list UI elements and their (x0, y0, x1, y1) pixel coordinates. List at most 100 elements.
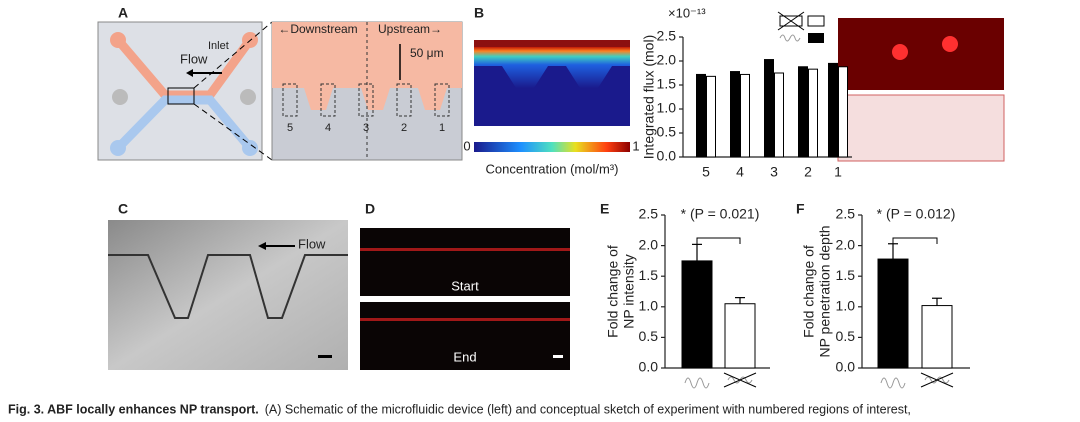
region-label: 1 (439, 122, 445, 134)
panel-d: D Start End (360, 201, 570, 370)
region-box (358, 83, 374, 117)
scale-bar (318, 355, 332, 358)
y-tick-label: 0.5 (836, 328, 856, 344)
port (110, 140, 126, 156)
region-box (434, 83, 450, 117)
zoom-box (167, 87, 195, 105)
x-tick-label: 2 (804, 164, 812, 180)
colorbar-min: 0 (463, 138, 470, 153)
region-box (320, 83, 336, 117)
panel-label: F (796, 201, 805, 217)
port (242, 140, 258, 156)
scale-label: 50 μm (410, 46, 444, 60)
region-label: 3 (363, 122, 369, 134)
category-icon (880, 377, 906, 389)
port (110, 32, 126, 48)
significance-bracket (892, 237, 938, 244)
panel-label: E (600, 201, 609, 217)
flow-arrow (258, 242, 266, 250)
bar (877, 258, 909, 369)
region-label: 5 (287, 122, 293, 134)
region-label: 2 (401, 122, 407, 134)
y-tick-label: 1.5 (836, 267, 856, 283)
channel-edge (360, 318, 570, 321)
y-tick-label: 0.5 (639, 328, 659, 344)
micrograph (360, 302, 570, 370)
region-box (282, 83, 298, 117)
micrograph (108, 220, 348, 370)
micrograph (837, 94, 1005, 162)
simulation-field (474, 46, 630, 88)
annotation: * (P = 0.021) (681, 206, 760, 222)
panel-b: B 0 1 Concentration (mol/m³) (463, 5, 1005, 176)
zoom-line (193, 21, 273, 89)
y-axis-label: NP intensity (621, 254, 637, 328)
y-tick-label: 2.5 (639, 206, 659, 222)
inlet-label: Inlet (208, 40, 229, 52)
y-tick-label: 1.0 (657, 100, 677, 116)
colorbar (474, 142, 630, 152)
caption-text: (A) Schematic of the microfluidic device… (265, 402, 911, 416)
annotation: * (P = 0.012) (877, 206, 956, 222)
colorbar-max: 1 (632, 138, 639, 153)
panel-label: C (118, 201, 128, 217)
micrograph-detail (942, 36, 958, 52)
category-icon (920, 372, 954, 388)
bar (921, 305, 953, 369)
bar (696, 73, 706, 158)
panel-c: C Flow (108, 201, 348, 370)
legend-swatch (808, 33, 824, 43)
y-axis-label: NP penetration depth (817, 225, 833, 357)
panel-label: B (474, 5, 484, 21)
y-tick-label: 0.0 (639, 359, 659, 375)
bar (681, 260, 713, 369)
flow-label: Flow (180, 51, 208, 66)
y-tick-label: 2.0 (657, 52, 677, 68)
y-tick-label: 1.0 (836, 298, 856, 314)
bar (828, 62, 838, 158)
axis-scale: ×10⁻¹³ (668, 5, 706, 20)
category-icon (684, 377, 710, 389)
region-box (396, 83, 412, 117)
bar (838, 66, 848, 158)
bar (740, 73, 750, 158)
channel-top (114, 37, 254, 100)
flow-arrow (186, 69, 193, 77)
x-tick-label: 5 (702, 164, 710, 180)
micrograph-detail (892, 44, 908, 60)
bar (774, 72, 784, 158)
bar (764, 59, 774, 158)
y-tick-label: 2.5 (836, 206, 856, 222)
y-tick-label: 1.5 (639, 267, 659, 283)
flow-label: Flow (298, 236, 326, 251)
y-tick-label: 0.0 (657, 148, 677, 164)
zoom-line (193, 103, 273, 161)
channel-bottom (114, 95, 254, 152)
significance-bracket (696, 237, 741, 244)
panel-a: A Inlet Flow ←Downstream Upstream→ 50 μm… (97, 5, 463, 161)
legend-swatch (807, 15, 825, 27)
y-tick-label: 1.0 (639, 298, 659, 314)
downstream-label: ←Downstream (278, 22, 357, 36)
channel-edge (360, 248, 570, 251)
y-axis-label: Fold change of (605, 245, 621, 338)
caption-title: Fig. 3. ABF locally enhances NP transpor… (8, 402, 259, 416)
micrograph (360, 228, 570, 296)
legend-icon (777, 11, 805, 31)
end-label: End (453, 349, 476, 364)
y-tick-label: 2.5 (657, 28, 677, 44)
scale-bar (553, 355, 563, 358)
x-tick-label: 3 (770, 164, 778, 180)
port (240, 89, 256, 105)
y-tick-label: 0.0 (836, 359, 856, 375)
bar (808, 68, 818, 158)
y-axis-label: Integrated flux (mol) (641, 35, 657, 160)
category-icon (723, 372, 757, 388)
panel-label: D (365, 201, 375, 217)
channel-wall (474, 40, 630, 47)
y-tick-label: 0.5 (657, 124, 677, 140)
y-tick-label: 1.5 (657, 76, 677, 92)
port (112, 89, 128, 105)
upstream-label: Upstream→ (378, 22, 442, 36)
